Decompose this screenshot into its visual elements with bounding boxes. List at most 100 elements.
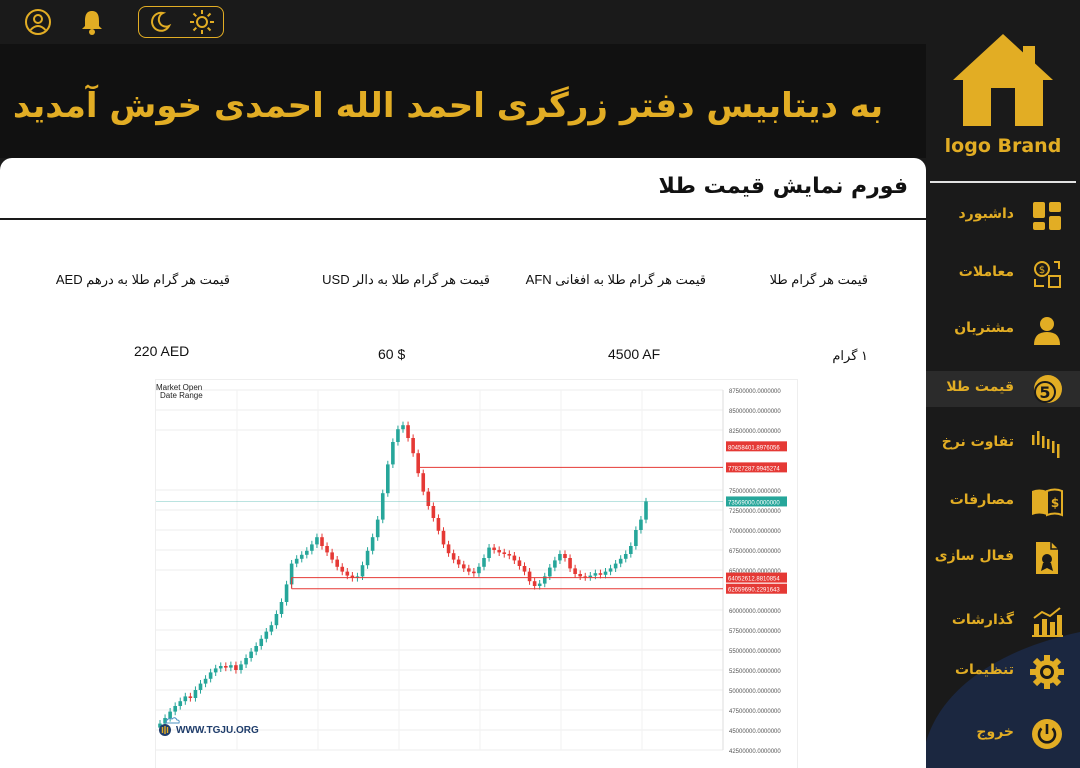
moon-icon[interactable]	[139, 7, 181, 36]
sidebar-item-gold-price[interactable]: قیمت طلا 5	[926, 371, 1080, 407]
candle	[548, 567, 552, 577]
candle	[330, 552, 334, 560]
sidebar-item-logout[interactable]: خروج	[926, 716, 1080, 752]
candle	[289, 563, 294, 585]
gear-icon	[1030, 655, 1064, 689]
candle	[279, 602, 284, 614]
gold-price-chart[interactable]: 87500000.0000000 85000000.0000000 82500000…	[155, 379, 798, 768]
y-tick-label: 55000000.0000000	[729, 649, 781, 655]
candle	[183, 696, 188, 702]
candle	[472, 571, 476, 574]
brand-name: logo Brand	[944, 135, 1062, 157]
header-gram-price: قیمت هر گرام طلا	[769, 272, 868, 287]
chart-label-date-range: Date Range	[160, 391, 203, 400]
source-text: WWW.TGJU.ORG	[176, 724, 259, 736]
candle	[608, 568, 613, 572]
sidebar-item-activation[interactable]: فعال سازی	[926, 540, 1080, 576]
sidebar-item-label: فعال سازی	[934, 548, 1014, 564]
candle	[203, 678, 208, 684]
candle	[441, 530, 446, 545]
candle	[446, 544, 451, 554]
candle	[173, 706, 177, 712]
y-tick-label: 47500000.0000000	[729, 709, 781, 715]
candle	[188, 696, 193, 698]
price-tag-label: 64052612.8810854	[728, 577, 780, 583]
value-gram: ۱ گرام	[832, 348, 868, 363]
sun-icon[interactable]	[181, 7, 223, 36]
price-tag	[726, 441, 787, 452]
y-tick-label: 52500000.0000000	[729, 669, 781, 675]
candle	[234, 665, 238, 670]
candle	[613, 563, 618, 569]
value-afn: 4500 AF	[608, 346, 661, 362]
candle	[487, 547, 491, 558]
chart-label-market-open: Market Open	[156, 383, 203, 392]
rate-bars-icon	[1030, 428, 1064, 460]
candle	[350, 575, 355, 578]
sidebar-item-reports[interactable]: گذارشات	[926, 604, 1080, 640]
dashboard-icon	[1030, 200, 1064, 232]
candle	[198, 683, 203, 690]
sidebar-item-settings[interactable]: تنظیمات	[926, 654, 1080, 690]
y-tick-label: 60000000.0000000	[729, 609, 781, 615]
candle	[542, 576, 547, 584]
candle	[588, 575, 593, 578]
chart-corner-labels: Market Open Date Range	[156, 384, 203, 400]
theme-toggle[interactable]	[138, 6, 224, 38]
sidebar-item-customers[interactable]: مشتریان	[926, 312, 1080, 348]
sidebar-item-transactions[interactable]: معاملات $	[926, 256, 1080, 292]
candle	[517, 560, 522, 566]
candle	[391, 442, 395, 465]
customer-icon	[1030, 314, 1064, 346]
sidebar-item-label: قیمت طلا	[946, 379, 1014, 395]
y-tick-label: 82500000.0000000	[729, 429, 781, 435]
y-tick-label: 87500000.0000000	[729, 389, 781, 395]
ledger-icon: $	[1030, 486, 1064, 518]
sidebar-item-rate-difference[interactable]: تفاوت نرخ	[926, 426, 1080, 462]
tgju-logo-icon	[159, 724, 171, 736]
user-icon[interactable]	[22, 6, 54, 38]
candle	[158, 723, 162, 728]
y-tick-label: 72500000.0000000	[729, 509, 781, 515]
candle	[406, 425, 410, 438]
candle	[244, 658, 248, 665]
form-title: فورم نمایش قیمت طلا	[658, 174, 908, 199]
candle	[512, 555, 517, 561]
candle	[386, 464, 390, 494]
candle	[629, 546, 633, 554]
chart-canvas: 87500000.0000000 85000000.0000000 82500000…	[156, 389, 787, 755]
bell-icon[interactable]	[76, 6, 108, 38]
brand-logo-icon	[926, 30, 1080, 134]
sidebar: logo Brand داشبورد معاملات $ مشتریان قیم…	[926, 0, 1080, 768]
report-icon	[1030, 606, 1064, 638]
price-tag-label: 62659690.2291643	[728, 588, 780, 594]
y-tick-label: 45000000.0000000	[729, 729, 781, 735]
candle	[305, 550, 309, 555]
candle	[218, 666, 223, 669]
candle	[178, 701, 183, 706]
candle	[299, 554, 304, 559]
price-tag	[726, 572, 787, 583]
candle	[532, 581, 537, 586]
candle	[345, 571, 350, 576]
candle	[492, 547, 496, 550]
sidebar-item-label: گذارشات	[951, 612, 1014, 628]
sidebar-item-label: داشبورد	[958, 206, 1015, 222]
y-tick-label: 57500000.0000000	[729, 629, 781, 635]
candle	[193, 690, 198, 698]
candle	[558, 554, 562, 561]
sidebar-item-label: تنظیمات	[954, 662, 1014, 678]
candle	[507, 554, 512, 556]
sidebar-item-expenses[interactable]: مصارفات $	[926, 484, 1080, 520]
gold-coin-icon: 5	[1030, 373, 1064, 405]
candle	[456, 559, 461, 565]
candle	[497, 550, 501, 553]
candle	[634, 530, 638, 546]
sidebar-item-dashboard[interactable]: داشبورد	[926, 198, 1080, 234]
candle	[163, 718, 167, 724]
candle	[527, 571, 532, 582]
welcome-banner: به دیتابیس دفتر زرگری احمد الله احمدی خو…	[0, 44, 926, 158]
y-tick-label: 50000000.0000000	[729, 689, 781, 695]
sidebar-item-label: خروج	[976, 724, 1014, 740]
candle	[416, 453, 420, 474]
